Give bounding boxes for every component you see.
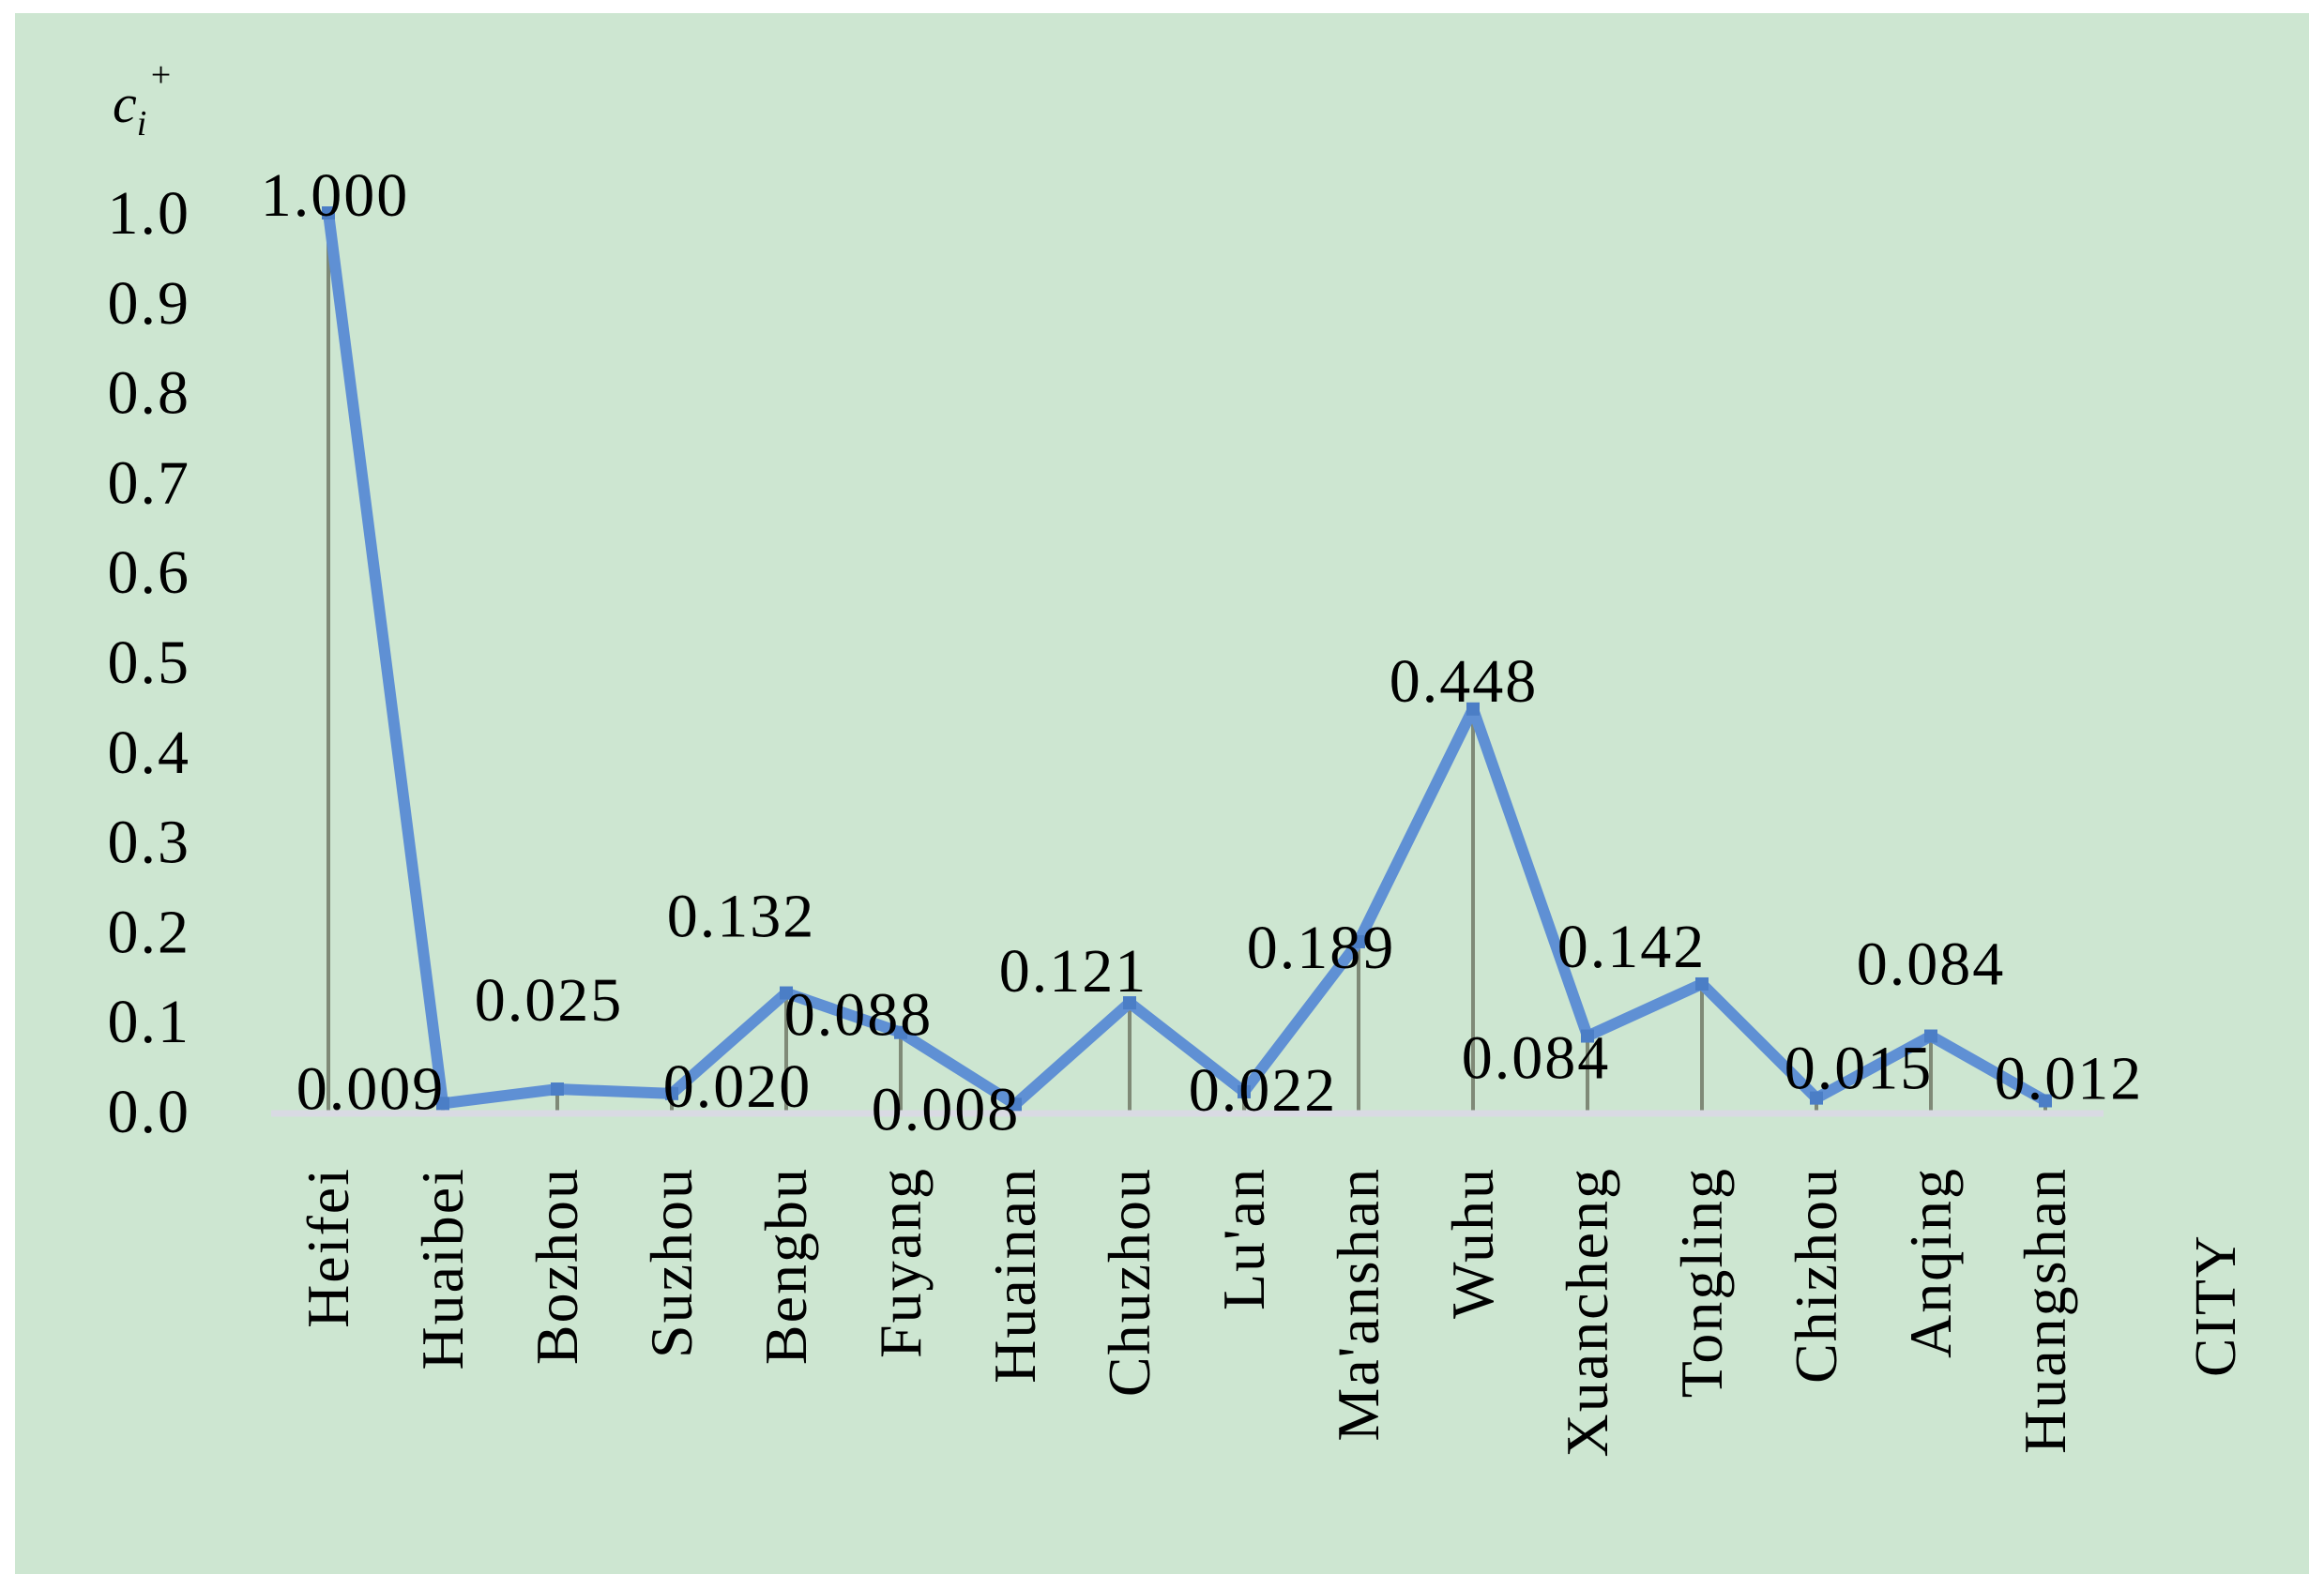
data-point-marker (1581, 1029, 1594, 1043)
data-point-marker (1466, 702, 1480, 716)
value-label: 0.448 (1390, 647, 1539, 716)
value-label: 0.088 (784, 981, 934, 1050)
data-point-marker (1009, 1097, 1022, 1112)
x-category-label: Suzhou (638, 1167, 705, 1358)
y-tick-label: 0.2 (108, 898, 191, 966)
y-tick-label: 0.3 (108, 809, 191, 877)
y-axis-title-text: ci+ (113, 55, 173, 144)
data-point-marker (1238, 1084, 1251, 1098)
data-point-marker (1352, 934, 1365, 948)
x-category-label: Fuyang (867, 1167, 934, 1358)
y-tick-label: 0.4 (108, 719, 191, 787)
value-label: 0.012 (1995, 1045, 2144, 1113)
data-point-marker (780, 986, 793, 1000)
data-point-marker (1695, 976, 1709, 991)
data-point-marker (1924, 1029, 1937, 1043)
value-label: 0.009 (296, 1054, 446, 1123)
y-tick-label: 0.6 (108, 538, 191, 607)
data-line (323, 207, 2051, 1111)
data-point-marker (665, 1086, 678, 1100)
data-point-marker (894, 1025, 907, 1039)
y-tick-label: 0.9 (108, 269, 191, 338)
series-line (323, 207, 2051, 1111)
x-axis-category-labels: Heifei Huaibei Bozhou Suzhou Bengbu Fuyang Hua… (295, 1167, 2078, 1457)
x-category-label: Ma'anshan (1325, 1167, 1391, 1442)
value-label: 0.020 (663, 1052, 813, 1121)
y-tick-label: 0.8 (108, 359, 191, 428)
data-point-marker (1810, 1091, 1823, 1105)
data-point-marker (436, 1097, 449, 1111)
value-label: 0.084 (1857, 931, 2006, 999)
y-axis-tick-labels: 0.0 0.1 0.2 0.3 0.4 0.5 0.6 0.7 0.8 0.9 1.0 (108, 179, 191, 1146)
value-labels: 1.000 0.009 0.025 0.020 0.132 0.088 0.008 0.121… (261, 161, 2144, 1143)
x-category-label: Xuancheng (1554, 1167, 1620, 1457)
x-category-label: Huaibei (409, 1167, 476, 1370)
x-category-label: Bengbu (752, 1167, 819, 1365)
y-axis-title: ci+ (113, 55, 173, 144)
y-tick-label: 0.1 (108, 988, 191, 1056)
value-label: 0.121 (999, 937, 1148, 1006)
value-label: 0.008 (872, 1075, 1021, 1143)
x-category-label: Wuhu (1439, 1167, 1506, 1319)
x-axis-title: CITY (2184, 1233, 2248, 1377)
value-label: 0.022 (1189, 1056, 1338, 1125)
x-category-label: Tongling (1668, 1167, 1735, 1398)
value-label: 0.142 (1557, 913, 1707, 981)
value-label: 1.000 (261, 161, 410, 230)
x-category-label: Huangshan (2012, 1167, 2078, 1454)
value-label: 0.132 (667, 883, 816, 951)
x-category-label: Heifei (295, 1167, 361, 1328)
x-axis-title-group: CITY (2184, 1233, 2248, 1377)
y-tick-label: 0.5 (108, 628, 191, 697)
y-tick-label: 1.0 (108, 179, 191, 248)
x-category-label: Lu'an (1210, 1167, 1277, 1310)
data-point-marker (2039, 1094, 2052, 1108)
data-point-marker (322, 206, 335, 219)
value-label: 0.084 (1462, 1024, 1611, 1093)
x-category-label: Huainan (981, 1167, 1048, 1384)
value-label: 0.189 (1247, 914, 1396, 982)
x-category-label: Anqing (1897, 1167, 1964, 1358)
data-point-marker (551, 1082, 564, 1097)
x-category-label: Chizhou (1783, 1167, 1849, 1384)
value-label: 0.025 (475, 966, 624, 1035)
data-point-markers (322, 206, 2052, 1112)
x-category-label: Bozhou (524, 1167, 590, 1365)
data-point-marker (1123, 996, 1136, 1010)
value-label: 0.015 (1785, 1035, 1934, 1103)
y-tick-label: 0.0 (108, 1078, 191, 1146)
x-category-label: Chuzhou (1096, 1167, 1162, 1397)
y-tick-label: 0.7 (108, 448, 191, 517)
